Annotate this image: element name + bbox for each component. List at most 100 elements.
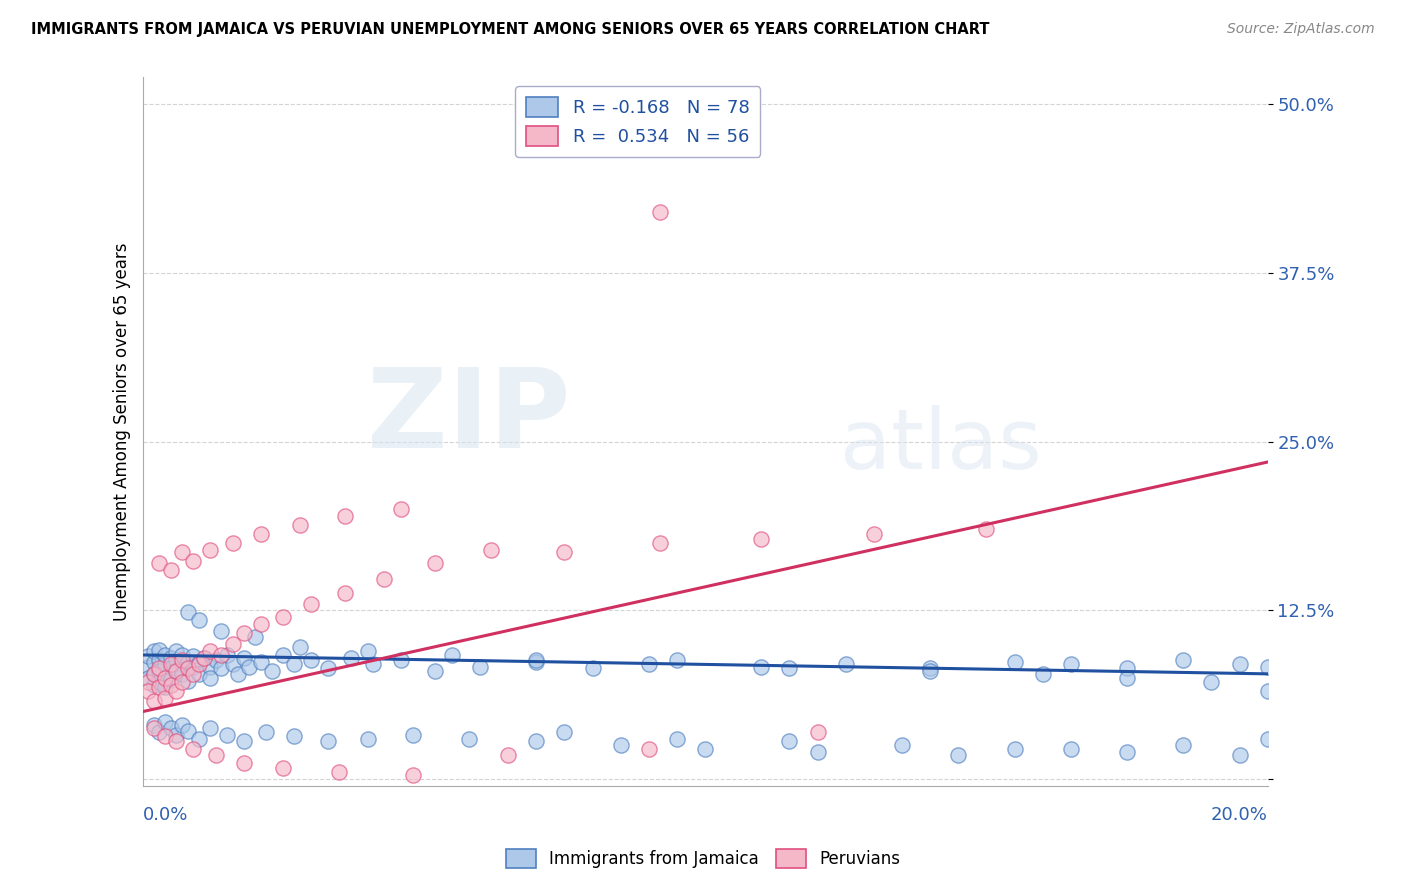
Text: Source: ZipAtlas.com: Source: ZipAtlas.com	[1227, 22, 1375, 37]
Text: 20.0%: 20.0%	[1211, 806, 1268, 824]
Point	[159, 650, 181, 665]
Point	[976, 523, 998, 537]
Point	[148, 642, 170, 657]
Point	[193, 650, 215, 665]
Point	[807, 745, 830, 759]
Point	[181, 649, 204, 664]
Point	[751, 660, 773, 674]
Point	[187, 613, 209, 627]
Point	[1201, 675, 1223, 690]
Point	[153, 691, 176, 706]
Point	[159, 672, 181, 686]
Point	[209, 661, 232, 675]
Point	[328, 765, 350, 780]
Point	[170, 718, 193, 732]
Point	[153, 729, 176, 743]
Point	[665, 731, 688, 746]
Point	[779, 734, 801, 748]
Point	[1257, 660, 1279, 674]
Point	[389, 653, 412, 667]
Point	[204, 653, 226, 667]
Point	[153, 671, 176, 685]
Point	[1116, 745, 1139, 759]
Point	[238, 660, 260, 674]
Point	[153, 657, 176, 672]
Point	[423, 664, 446, 678]
Point	[176, 673, 198, 688]
Point	[215, 648, 238, 662]
Point	[176, 655, 198, 669]
Point	[920, 664, 942, 678]
Point	[165, 684, 187, 698]
Point	[254, 724, 277, 739]
Point	[1257, 731, 1279, 746]
Point	[648, 536, 671, 550]
Point	[148, 556, 170, 570]
Point	[165, 644, 187, 658]
Point	[159, 678, 181, 692]
Point	[1060, 742, 1083, 756]
Point	[142, 694, 165, 708]
Point	[198, 660, 221, 674]
Point	[176, 605, 198, 619]
Point	[1032, 666, 1054, 681]
Text: 0.0%: 0.0%	[142, 806, 188, 824]
Point	[457, 731, 479, 746]
Point	[283, 657, 305, 672]
Point	[271, 610, 294, 624]
Point	[170, 675, 193, 690]
Point	[136, 671, 159, 685]
Point	[159, 657, 181, 672]
Point	[693, 742, 716, 756]
Point	[148, 664, 170, 678]
Point	[136, 684, 159, 698]
Point	[1257, 684, 1279, 698]
Point	[165, 664, 187, 678]
Point	[316, 734, 339, 748]
Point	[176, 723, 198, 738]
Point	[204, 747, 226, 762]
Point	[221, 657, 243, 672]
Point	[373, 573, 395, 587]
Point	[553, 545, 575, 559]
Point	[187, 666, 209, 681]
Point	[170, 653, 193, 667]
Point	[142, 644, 165, 658]
Point	[170, 666, 193, 681]
Point	[232, 734, 254, 748]
Point	[181, 553, 204, 567]
Point	[1004, 655, 1026, 669]
Point	[423, 556, 446, 570]
Point	[948, 747, 970, 762]
Text: IMMIGRANTS FROM JAMAICA VS PERUVIAN UNEMPLOYMENT AMONG SENIORS OVER 65 YEARS COR: IMMIGRANTS FROM JAMAICA VS PERUVIAN UNEM…	[31, 22, 990, 37]
Point	[835, 657, 858, 672]
Point	[581, 661, 603, 675]
Point	[333, 508, 356, 523]
Point	[176, 661, 198, 675]
Point	[136, 675, 159, 690]
Y-axis label: Unemployment Among Seniors over 65 years: Unemployment Among Seniors over 65 years	[114, 243, 131, 621]
Point	[1173, 653, 1195, 667]
Point	[356, 731, 378, 746]
Point	[609, 739, 631, 753]
Point	[637, 657, 659, 672]
Point	[361, 657, 384, 672]
Point	[243, 631, 266, 645]
Point	[159, 721, 181, 735]
Point	[1173, 739, 1195, 753]
Point	[153, 681, 176, 695]
Point	[1229, 747, 1251, 762]
Point	[389, 502, 412, 516]
Point	[1116, 661, 1139, 675]
Point	[1116, 671, 1139, 685]
Point	[1060, 657, 1083, 672]
Point	[283, 729, 305, 743]
Point	[181, 666, 204, 681]
Point	[524, 734, 547, 748]
Point	[920, 661, 942, 675]
Point	[288, 518, 311, 533]
Point	[198, 721, 221, 735]
Point	[209, 648, 232, 662]
Point	[665, 653, 688, 667]
Point	[198, 644, 221, 658]
